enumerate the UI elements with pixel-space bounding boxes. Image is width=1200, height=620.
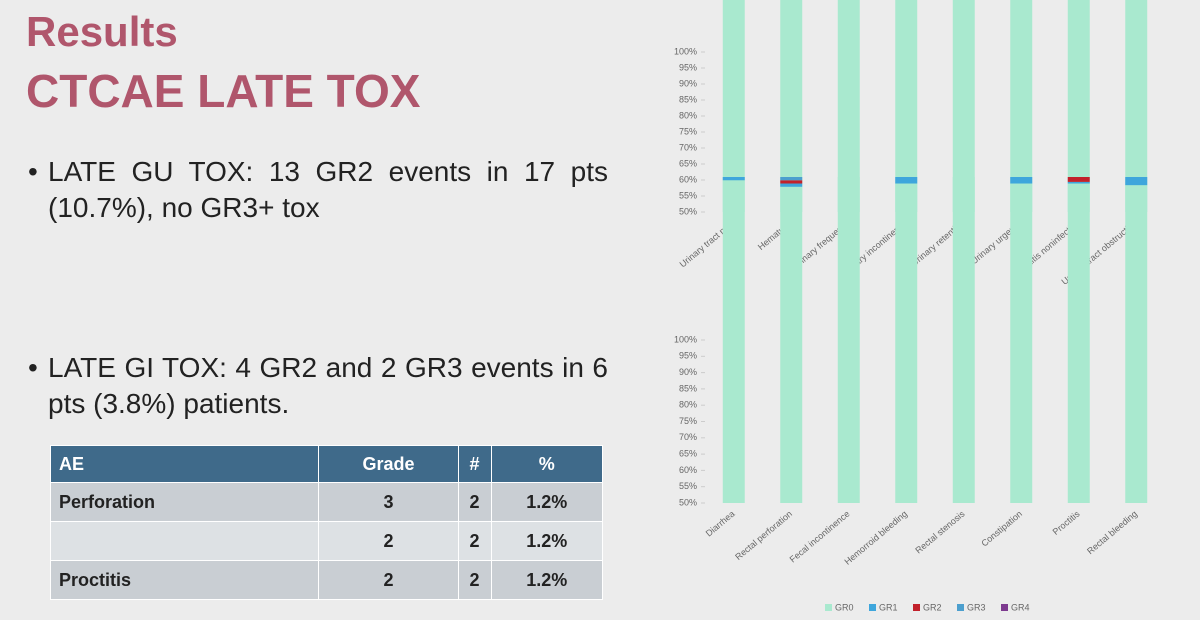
- legend-swatch: [1001, 604, 1008, 611]
- y-tick-label: 70%: [679, 432, 697, 442]
- cell: 1.2%: [490, 521, 604, 561]
- bar-segment: [722, 180, 745, 503]
- bar-segment: [1125, 177, 1148, 186]
- cell: 2: [318, 560, 459, 600]
- cell: [49, 521, 320, 561]
- y-tick-label: 85%: [679, 383, 697, 393]
- bar-segment: [837, 0, 860, 212]
- bar-segment: [1010, 183, 1033, 503]
- cell: 2: [318, 521, 459, 561]
- legend-label: GR1: [879, 602, 898, 612]
- bar-segment: [895, 0, 918, 212]
- x-tick-label: Diarrhea: [704, 509, 737, 539]
- legend-label: GR0: [835, 602, 854, 612]
- x-tick-label: Fecal incontinence: [788, 509, 852, 565]
- legend-label: GR2: [923, 602, 942, 612]
- title: Results: [26, 8, 178, 55]
- x-tick-label: Rectal bleeding: [1085, 509, 1139, 557]
- bar-segment: [1067, 183, 1090, 503]
- header-cell: AE: [49, 445, 320, 483]
- y-tick-label: 95%: [679, 62, 697, 72]
- bar-segment: [780, 177, 803, 181]
- bar-segment: [1125, 0, 1148, 213]
- bar-segment: [895, 177, 918, 184]
- bar-segment: [780, 180, 803, 184]
- bar-segment: [722, 0, 745, 213]
- bar-segment: [1067, 0, 1090, 212]
- bar-segment: [1010, 0, 1033, 212]
- ae-table: AE Grade #% Perforation 3 2 1.2% 2 2 1.2% Proctiti…: [49, 445, 604, 600]
- bullet: LATE GI TOX: 4 GR2 and 2 GR3 events in 6…: [28, 350, 608, 422]
- bar-segment: [780, 186, 803, 503]
- cell: Proctitis: [49, 560, 320, 600]
- y-tick-label: 65%: [679, 158, 697, 168]
- y-tick-label: 60%: [679, 465, 697, 475]
- y-tick-label: 70%: [679, 142, 697, 152]
- y-tick-label: 95%: [679, 351, 697, 361]
- y-tick-label: 75%: [679, 416, 697, 426]
- row: 2 2 1.2%: [49, 521, 604, 561]
- x-tick-label: Rectal stenosis: [913, 508, 967, 555]
- cell: Perforation: [49, 482, 320, 522]
- header-cell: %: [490, 445, 604, 483]
- legend-swatch: [913, 604, 920, 611]
- x-tick-label: Proctitis: [1051, 508, 1082, 537]
- y-tick-label: 60%: [679, 174, 697, 184]
- row: Proctitis 2 2 1.2%: [49, 560, 604, 600]
- y-tick-label: 55%: [679, 481, 697, 491]
- bar-segment: [952, 177, 975, 503]
- bar-segment: [1067, 181, 1090, 184]
- y-tick-label: 65%: [679, 448, 697, 458]
- y-tick-label: 75%: [679, 126, 697, 136]
- y-tick-label: 85%: [679, 94, 697, 104]
- bar-segment: [780, 183, 803, 187]
- x-tick-label: Rectal perforation: [733, 509, 794, 562]
- subtitle: CTCAE LATE TOX: [26, 65, 421, 117]
- x-tick-label: Hemorroid bleeding: [842, 509, 909, 567]
- legend-swatch: [825, 604, 832, 611]
- y-tick-label: 80%: [679, 400, 697, 410]
- header-cell: #: [457, 445, 492, 483]
- cell: 2: [457, 521, 492, 561]
- legend-label: GR3: [967, 602, 986, 612]
- legend-label: GR4: [1011, 602, 1030, 612]
- bar-segment: [1010, 177, 1033, 184]
- cell: 1.2%: [490, 482, 604, 522]
- bar-segment: [722, 177, 745, 181]
- y-tick-label: 50%: [679, 497, 697, 507]
- legend-swatch: [957, 604, 964, 611]
- y-tick-label: 90%: [679, 78, 697, 88]
- y-tick-label: 100%: [674, 334, 697, 344]
- legend-swatch: [869, 604, 876, 611]
- cell: 1.2%: [490, 560, 604, 600]
- row: Perforation 3 2 1.2%: [49, 482, 604, 522]
- y-tick-label: 100%: [674, 46, 697, 56]
- y-tick-label: 90%: [679, 367, 697, 377]
- bullet: LATE GU TOX: 13 GR2 events in 17 pts (10…: [28, 154, 608, 226]
- bar-segment: [1125, 185, 1148, 503]
- cell: 3: [318, 482, 459, 522]
- bar-segment: [837, 177, 860, 503]
- bar-segment: [780, 0, 803, 213]
- bar-segment: [952, 0, 975, 212]
- x-tick-label: Constipation: [979, 509, 1024, 549]
- cell: 2: [457, 482, 492, 522]
- header-cell: Grade: [318, 445, 459, 483]
- y-tick-label: 50%: [679, 206, 697, 216]
- bar-segment: [1067, 177, 1090, 182]
- y-tick-label: 55%: [679, 190, 697, 200]
- y-tick-label: 80%: [679, 110, 697, 120]
- bar-segment: [895, 183, 918, 503]
